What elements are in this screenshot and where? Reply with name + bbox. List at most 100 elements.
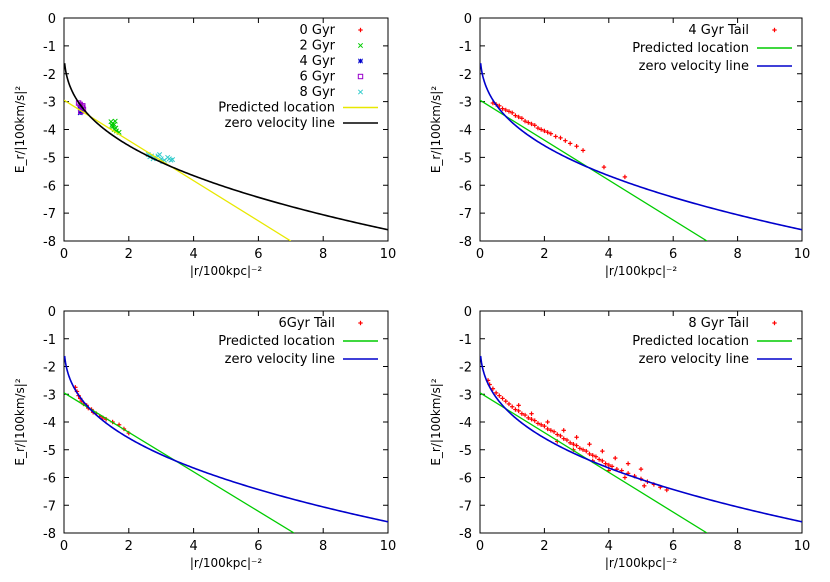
- series-zero-velocity-line: [480, 63, 802, 231]
- y-tick-label: -4: [459, 124, 472, 139]
- data-point: [622, 174, 628, 180]
- data-point: [558, 135, 563, 141]
- series-4-gyr-tail: [490, 100, 628, 180]
- data-point: [567, 440, 573, 446]
- data-point: [169, 157, 176, 163]
- legend-label: 8 Gyr Tail: [688, 316, 749, 331]
- legend-label: 0 Gyr: [299, 23, 335, 38]
- legend-label: Predicted location: [632, 334, 749, 349]
- y-tick-label: -7: [43, 207, 56, 222]
- x-axis-label: |r/100kpc|⁻²: [605, 556, 677, 570]
- x-tick-label: 8: [319, 539, 327, 554]
- y-tick-label: -8: [43, 527, 56, 542]
- y-axis-label: E_r/|100km/s|²: [13, 86, 27, 173]
- data-point: [506, 401, 512, 407]
- legend-key-marker: [357, 58, 364, 64]
- data-point: [564, 437, 570, 443]
- data-point: [535, 421, 541, 426]
- y-tick-label: -1: [459, 333, 472, 348]
- legend-key-marker: [772, 320, 777, 326]
- data-point: [545, 130, 550, 135]
- zero-velocity-curve: [64, 63, 388, 231]
- data-point: [516, 403, 521, 408]
- y-tick-label: -7: [459, 207, 472, 222]
- data-point: [516, 114, 521, 120]
- data-point: [109, 122, 115, 128]
- series-2-gyr: [108, 118, 122, 135]
- y-tick-label: -4: [43, 124, 56, 139]
- x-tick-label: 8: [319, 247, 327, 262]
- series-8-gyr-tail: [485, 378, 669, 493]
- legend-label: 4 Gyr Tail: [688, 23, 749, 38]
- data-point: [590, 453, 595, 458]
- data-point: [558, 433, 563, 439]
- y-axis-label: E_r/|100km/s|²: [13, 378, 27, 465]
- y-tick-label: -4: [459, 416, 472, 431]
- y-tick-label: -2: [459, 361, 472, 376]
- legend-label: 8 Gyr: [299, 85, 335, 100]
- data-point: [542, 423, 547, 429]
- data-point: [600, 458, 605, 464]
- chart-panel-1: 0 2 4 6 8 10 0 -1 -2 -3 -4 -5 -6 -7 -8 |r/100kpc|⁻² E_r/…: [13, 12, 396, 278]
- x-tick-label: 0: [476, 247, 484, 262]
- legend-label: zero velocity line: [639, 59, 749, 74]
- data-point: [580, 447, 586, 452]
- data-point: [638, 466, 644, 472]
- x-tick-label: 8: [733, 247, 741, 262]
- data-point: [506, 109, 512, 114]
- zero-velocity-curve: [480, 63, 802, 231]
- y-tick-label: -2: [43, 68, 56, 83]
- data-point: [571, 442, 576, 447]
- legend-key-marker: [358, 320, 363, 326]
- y-tick-label: -8: [43, 235, 56, 250]
- legend-key-marker: [358, 27, 363, 33]
- legend: 8 Gyr Tail Predicted location zero velocit…: [632, 316, 792, 367]
- zero-velocity-curve: [480, 355, 802, 523]
- data-point: [577, 446, 583, 451]
- y-tick-label: -2: [459, 68, 472, 83]
- legend-key-marker: [772, 27, 777, 33]
- x-axis-label: |r/100kpc|⁻²: [190, 264, 262, 278]
- plot-area: [480, 63, 802, 241]
- x-tick-label: 4: [605, 247, 613, 262]
- data-point: [622, 475, 628, 480]
- y-tick-label: -1: [459, 40, 472, 55]
- data-point: [613, 455, 618, 461]
- data-point: [75, 100, 82, 106]
- data-point: [561, 428, 566, 433]
- data-point: [593, 454, 599, 459]
- data-point: [587, 451, 592, 457]
- data-point: [529, 121, 534, 127]
- data-point: [497, 393, 502, 398]
- legend-label: 2 Gyr: [299, 39, 335, 54]
- data-point: [574, 144, 579, 149]
- data-point: [563, 138, 568, 143]
- data-point: [497, 103, 502, 109]
- legend-label: Predicted location: [218, 334, 335, 349]
- legend-key-marker: [357, 73, 364, 80]
- y-tick-label: -7: [459, 499, 472, 514]
- data-point: [580, 148, 586, 153]
- chart-panel-3: 0 2 4 6 8 10 0 -1 -2 -3 -4 -5 -6 -7 -8 |r/100kpc|⁻² E_r/…: [13, 305, 396, 570]
- data-point: [535, 125, 541, 131]
- y-tick-label: -5: [459, 444, 472, 459]
- series-zero-velocity-line: [64, 63, 388, 231]
- y-tick-label: 0: [464, 305, 472, 320]
- y-tick-label: -2: [43, 361, 56, 376]
- y-tick-label: 0: [48, 12, 56, 27]
- data-point: [529, 411, 534, 416]
- data-point: [574, 435, 579, 440]
- data-point: [601, 164, 607, 170]
- data-point: [493, 390, 499, 396]
- y-tick-label: -8: [459, 235, 472, 250]
- legend-label: zero velocity line: [639, 352, 749, 367]
- y-tick-label: -8: [459, 527, 472, 542]
- plot-area: [64, 355, 388, 533]
- series-zero-velocity-line: [480, 355, 802, 523]
- data-point: [522, 118, 528, 124]
- legend-label: 4 Gyr: [299, 54, 335, 69]
- data-point: [600, 448, 605, 454]
- legend: 4 Gyr Tail Predicted location zero velocit…: [632, 23, 792, 74]
- x-tick-label: 4: [189, 539, 197, 554]
